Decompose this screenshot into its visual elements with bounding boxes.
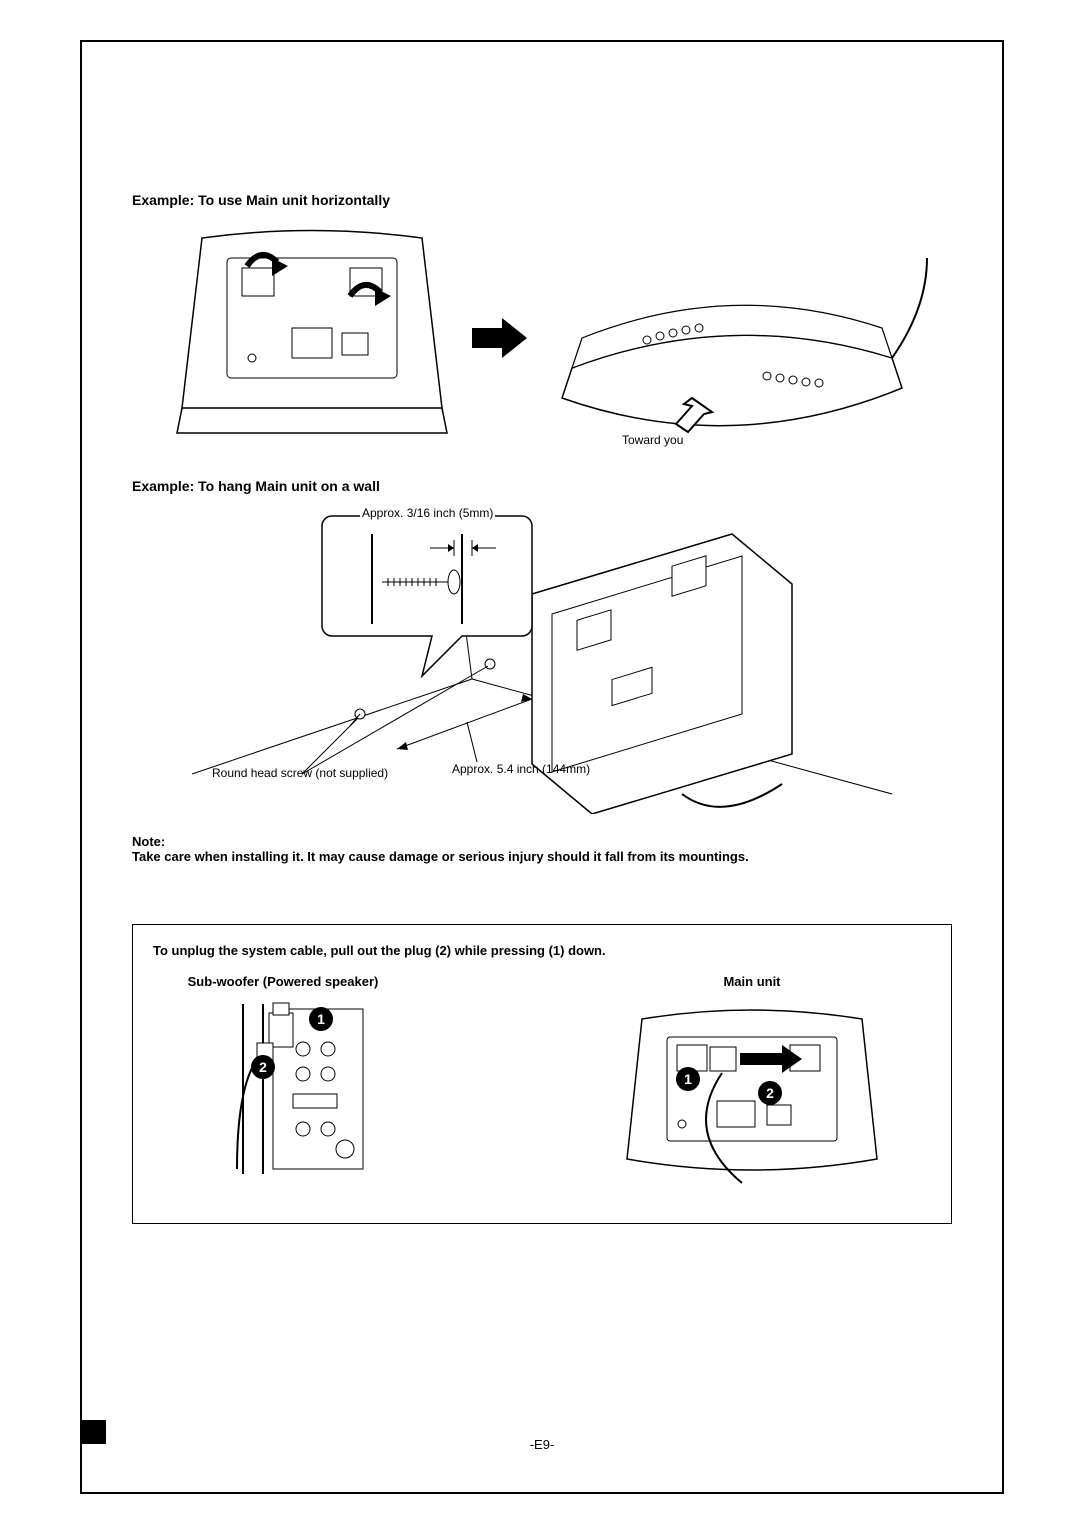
subwoofer-label: Sub-woofer (Powered speaker) [153,974,413,989]
spacing-label: Approx. 5.4 inch (144mm) [452,762,590,776]
dimension-spacing [397,694,532,762]
mainunit-diagram: 1 2 [622,989,882,1189]
horizontal-diagram [132,218,952,448]
figure-horizontal: Toward you [132,218,952,478]
heading-wall: Example: To hang Main unit on a wall [132,478,952,494]
svg-text:2: 2 [766,1085,774,1101]
screw-callout [322,516,532,676]
marker-1-main: 1 [676,1067,700,1091]
svg-text:1: 1 [317,1011,325,1027]
heading-horizontal: Example: To use Main unit horizontally [132,192,952,208]
note-title: Note: [132,834,952,849]
figure-wall: Approx. 3/16 inch (5mm) Approx. 5.4 inch… [132,504,952,814]
cable-box: To unplug the system cable, pull out the… [132,924,952,1224]
subwoofer-diagram: 1 2 [173,989,393,1179]
note-block: Note: Take care when installing it. It m… [132,834,952,864]
page-content: Example: To use Main unit horizontally [132,192,952,1224]
gap-label: Approx. 3/16 inch (5mm) [360,506,495,520]
cable-instruction: To unplug the system cable, pull out the… [153,943,931,958]
screw-label: Round head screw (not supplied) [212,766,388,780]
marker-1: 1 [309,1007,333,1031]
wall-screw-right-icon [485,659,495,669]
svg-text:1: 1 [684,1071,692,1087]
marker-2: 2 [251,1055,275,1079]
svg-text:2: 2 [259,1059,267,1075]
marker-2-main: 2 [758,1081,782,1105]
toward-you-label-text: Toward you [622,433,683,447]
page-frame: Example: To use Main unit horizontally [80,40,1004,1494]
mainunit-label: Main unit [573,974,931,989]
arrow-right-icon [472,318,527,358]
page-number: -E9- [82,1437,1002,1452]
note-text: Take care when installing it. It may cau… [132,849,952,864]
